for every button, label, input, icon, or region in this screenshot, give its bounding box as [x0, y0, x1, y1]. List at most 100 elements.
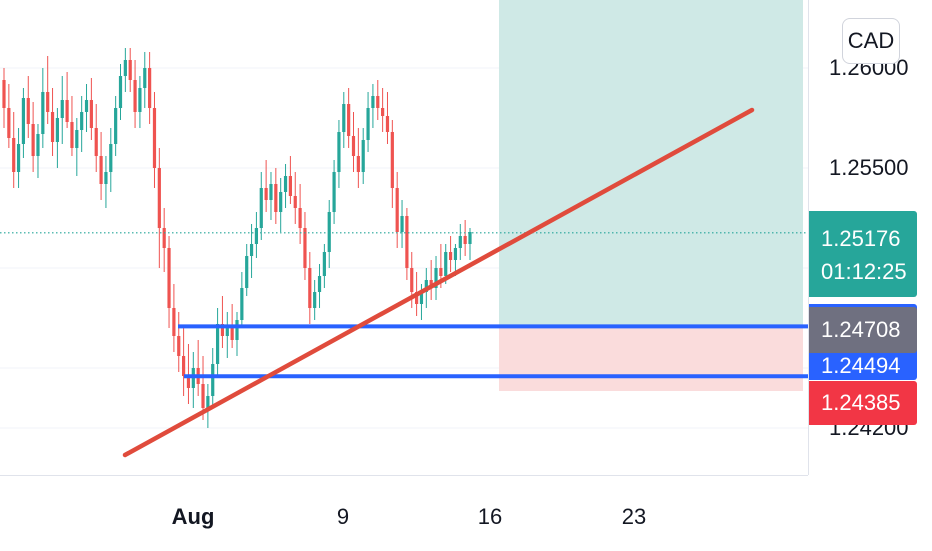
last-price-tag: 1.25176 01:12:25	[809, 211, 917, 297]
candle-body	[225, 328, 229, 336]
candle-body	[317, 276, 322, 292]
candle-body	[128, 60, 132, 80]
candle-body	[245, 256, 249, 288]
candle-body	[381, 108, 385, 116]
time-axis-label: 9	[336, 504, 350, 529]
candle-body	[50, 112, 55, 142]
candle-body	[182, 356, 186, 376]
candle-countdown: 01:12:25	[821, 259, 907, 284]
time-axis[interactable]: Aug 9 16 23	[0, 475, 808, 551]
trendline	[122, 107, 755, 458]
candle-body	[371, 96, 375, 108]
candle-body	[104, 172, 108, 184]
candle-body	[215, 324, 220, 364]
candle-body	[274, 184, 278, 212]
candle-body	[123, 60, 127, 76]
candle-body	[347, 104, 351, 136]
stop-loss-tag: 1.24385	[809, 381, 917, 425]
loss-zone	[499, 326, 803, 391]
candle-body	[162, 228, 166, 248]
candle-body	[259, 188, 263, 228]
candle-body	[444, 252, 448, 276]
candle-body	[80, 112, 84, 130]
candle-body	[410, 268, 414, 292]
candle-body	[114, 108, 118, 144]
candle-body	[288, 176, 292, 196]
currency-badge[interactable]: CAD	[842, 18, 900, 64]
candle-body	[220, 324, 225, 336]
candle-body	[279, 192, 283, 212]
candle-body	[385, 116, 390, 132]
candle-body	[46, 92, 50, 112]
candle-body	[415, 292, 419, 304]
candle-body	[7, 108, 11, 138]
candle-body	[118, 76, 123, 108]
candle-body	[453, 248, 458, 260]
candle-body	[89, 100, 93, 128]
candle-body	[41, 92, 45, 134]
plot-area[interactable]	[0, 0, 808, 475]
candle-body	[230, 328, 234, 340]
candle-body	[448, 252, 453, 260]
candle-body	[327, 212, 331, 252]
level-upper-tag: 1.24708	[809, 307, 917, 353]
candle-body	[390, 132, 394, 188]
candle-body	[186, 376, 191, 388]
price-axis-label: 1.25500	[829, 155, 909, 180]
candle-body	[264, 188, 268, 200]
candle-body	[70, 122, 74, 148]
candle-body	[439, 268, 443, 276]
candle-body	[254, 228, 259, 244]
candle-body	[337, 132, 341, 172]
candle-body	[308, 268, 312, 308]
candle-body	[206, 396, 210, 408]
candle-body	[31, 124, 35, 156]
candle-body	[21, 98, 26, 144]
last-price-value: 1.25176	[821, 226, 901, 251]
time-axis-label: 23	[621, 504, 647, 529]
candle-body	[434, 268, 438, 288]
candle-body	[342, 104, 346, 132]
time-axis-label: Aug	[171, 504, 215, 529]
candle-body	[167, 248, 171, 308]
candle-body	[55, 118, 59, 142]
stop-loss-value: 1.24385	[821, 390, 901, 415]
level-lower-value: 1.24494	[821, 353, 901, 378]
price-plot[interactable]	[0, 0, 808, 475]
candle-body	[366, 108, 370, 140]
candle-body	[172, 308, 176, 336]
candle-body	[463, 236, 467, 244]
candle-body	[376, 96, 380, 108]
candle-body	[138, 88, 142, 112]
candle-body	[211, 364, 215, 396]
candle-body	[249, 244, 254, 256]
candle-body	[313, 292, 317, 308]
candle-body	[293, 196, 297, 208]
candle-body	[322, 252, 326, 276]
candle-body	[157, 168, 161, 228]
candle-body	[424, 280, 428, 292]
time-axis-label: 16	[477, 504, 503, 529]
candle-body	[235, 320, 239, 340]
candle-body	[468, 232, 472, 244]
level-upper-value: 1.24708	[821, 317, 901, 342]
candle-body	[60, 100, 64, 118]
price-axis[interactable]: 1.26000 1.25500 1.24200 1.25176 01:12:25…	[808, 0, 932, 475]
candle-body	[133, 80, 137, 112]
candle-body	[148, 68, 152, 108]
candle-body	[94, 128, 98, 156]
candle-body	[356, 156, 360, 172]
candle-body	[400, 216, 404, 232]
candle-body	[75, 130, 79, 148]
candle-body	[152, 108, 157, 168]
candle-body	[298, 208, 302, 228]
candle-body	[84, 100, 89, 112]
candle-body	[109, 144, 113, 172]
candle-body	[26, 98, 30, 124]
candle-body	[419, 292, 424, 304]
candle-body	[458, 236, 462, 248]
candle-body	[2, 80, 6, 108]
candle-body	[283, 176, 288, 192]
candle-body	[332, 172, 336, 212]
